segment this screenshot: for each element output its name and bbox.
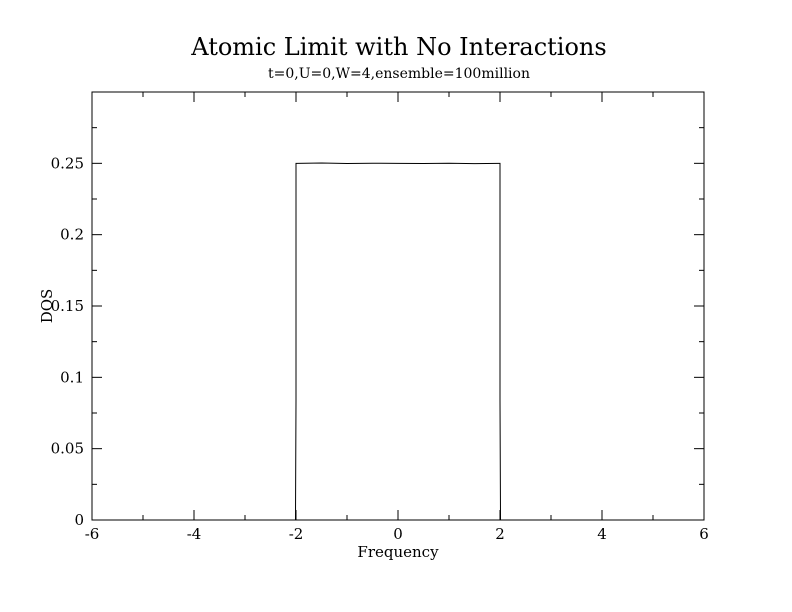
- y-tick-label: 0.15: [51, 297, 84, 315]
- x-axis-label: Frequency: [357, 543, 439, 561]
- x-tick-label: -2: [289, 525, 304, 543]
- dos-series-line: [294, 162, 502, 521]
- x-tick-label: 6: [699, 525, 709, 543]
- x-tick-labels: -6 -4 -2 0 2 4 6: [85, 525, 709, 543]
- y-tick-label: 0.05: [51, 440, 84, 458]
- axis-ticks: [91, 92, 705, 521]
- y-tick-labels: 0 0.05 0.1 0.15 0.2 0.25: [51, 154, 84, 529]
- x-tick-label: 0: [393, 525, 403, 543]
- x-tick-label: -6: [85, 525, 100, 543]
- y-tick-label: 0.25: [51, 154, 84, 172]
- y-tick-label: 0.1: [60, 368, 84, 386]
- x-tick-label: -4: [187, 525, 202, 543]
- chart-subtitle: t=0,U=0,W=4,ensemble=100million: [268, 66, 530, 82]
- chart-title: Atomic Limit with No Interactions: [190, 33, 606, 61]
- x-tick-label: 2: [495, 525, 505, 543]
- plot-frame: [91, 91, 705, 521]
- x-tick-label: 4: [597, 525, 607, 543]
- y-axis-label: DOS: [38, 289, 56, 324]
- y-tick-label: 0: [74, 511, 84, 529]
- y-tick-label: 0.2: [60, 226, 84, 244]
